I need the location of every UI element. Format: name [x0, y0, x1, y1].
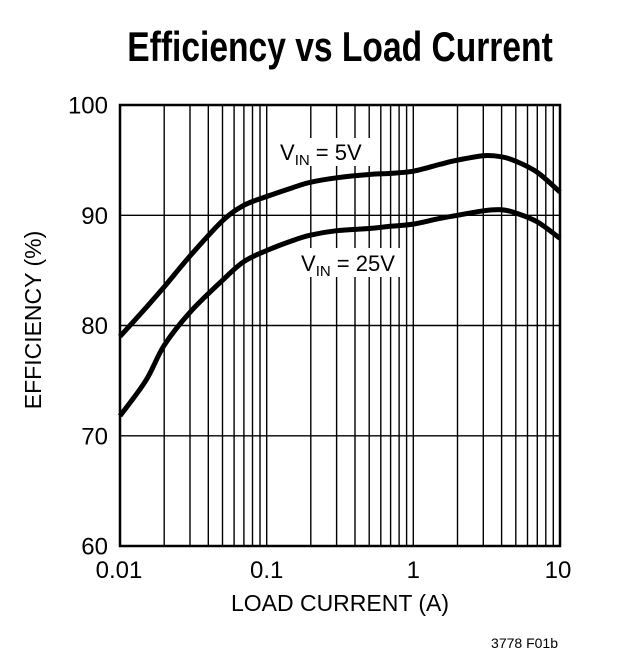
curve-vin-5v [118, 153, 562, 339]
y-tick-90: 90 [81, 203, 108, 230]
curve-label-5v: VIN = 5V [280, 140, 362, 169]
x-tick-0p01: 0.01 [96, 557, 143, 584]
plot-border [118, 103, 562, 548]
data-curves [117, 153, 562, 418]
label-mask-5v [276, 138, 376, 166]
y-tick-100: 100 [68, 93, 108, 120]
figure-note: 3778 F01b [491, 635, 558, 651]
chart-title: Efficiency vs Load Current [127, 25, 553, 71]
y-tick-80: 80 [81, 313, 108, 340]
y-tick-60: 60 [81, 534, 108, 561]
curve-label-25v: VIN = 25V [301, 251, 395, 280]
y-axis-tick-labels: 100 90 80 70 60 [68, 93, 108, 561]
x-axis-title: LOAD CURRENT (A) [231, 590, 449, 616]
x-tick-10: 10 [545, 557, 572, 584]
gridlines [120, 105, 560, 546]
label-mask-25v [297, 248, 403, 277]
y-tick-70: 70 [81, 423, 108, 450]
x-axis-tick-labels: 0.01 0.1 1 10 [96, 557, 572, 584]
x-tick-1: 1 [407, 557, 420, 584]
y-axis-title: EFFICIENCY (%) [20, 231, 46, 409]
x-tick-0p1: 0.1 [250, 557, 283, 584]
curve-vin-25v [117, 207, 562, 418]
